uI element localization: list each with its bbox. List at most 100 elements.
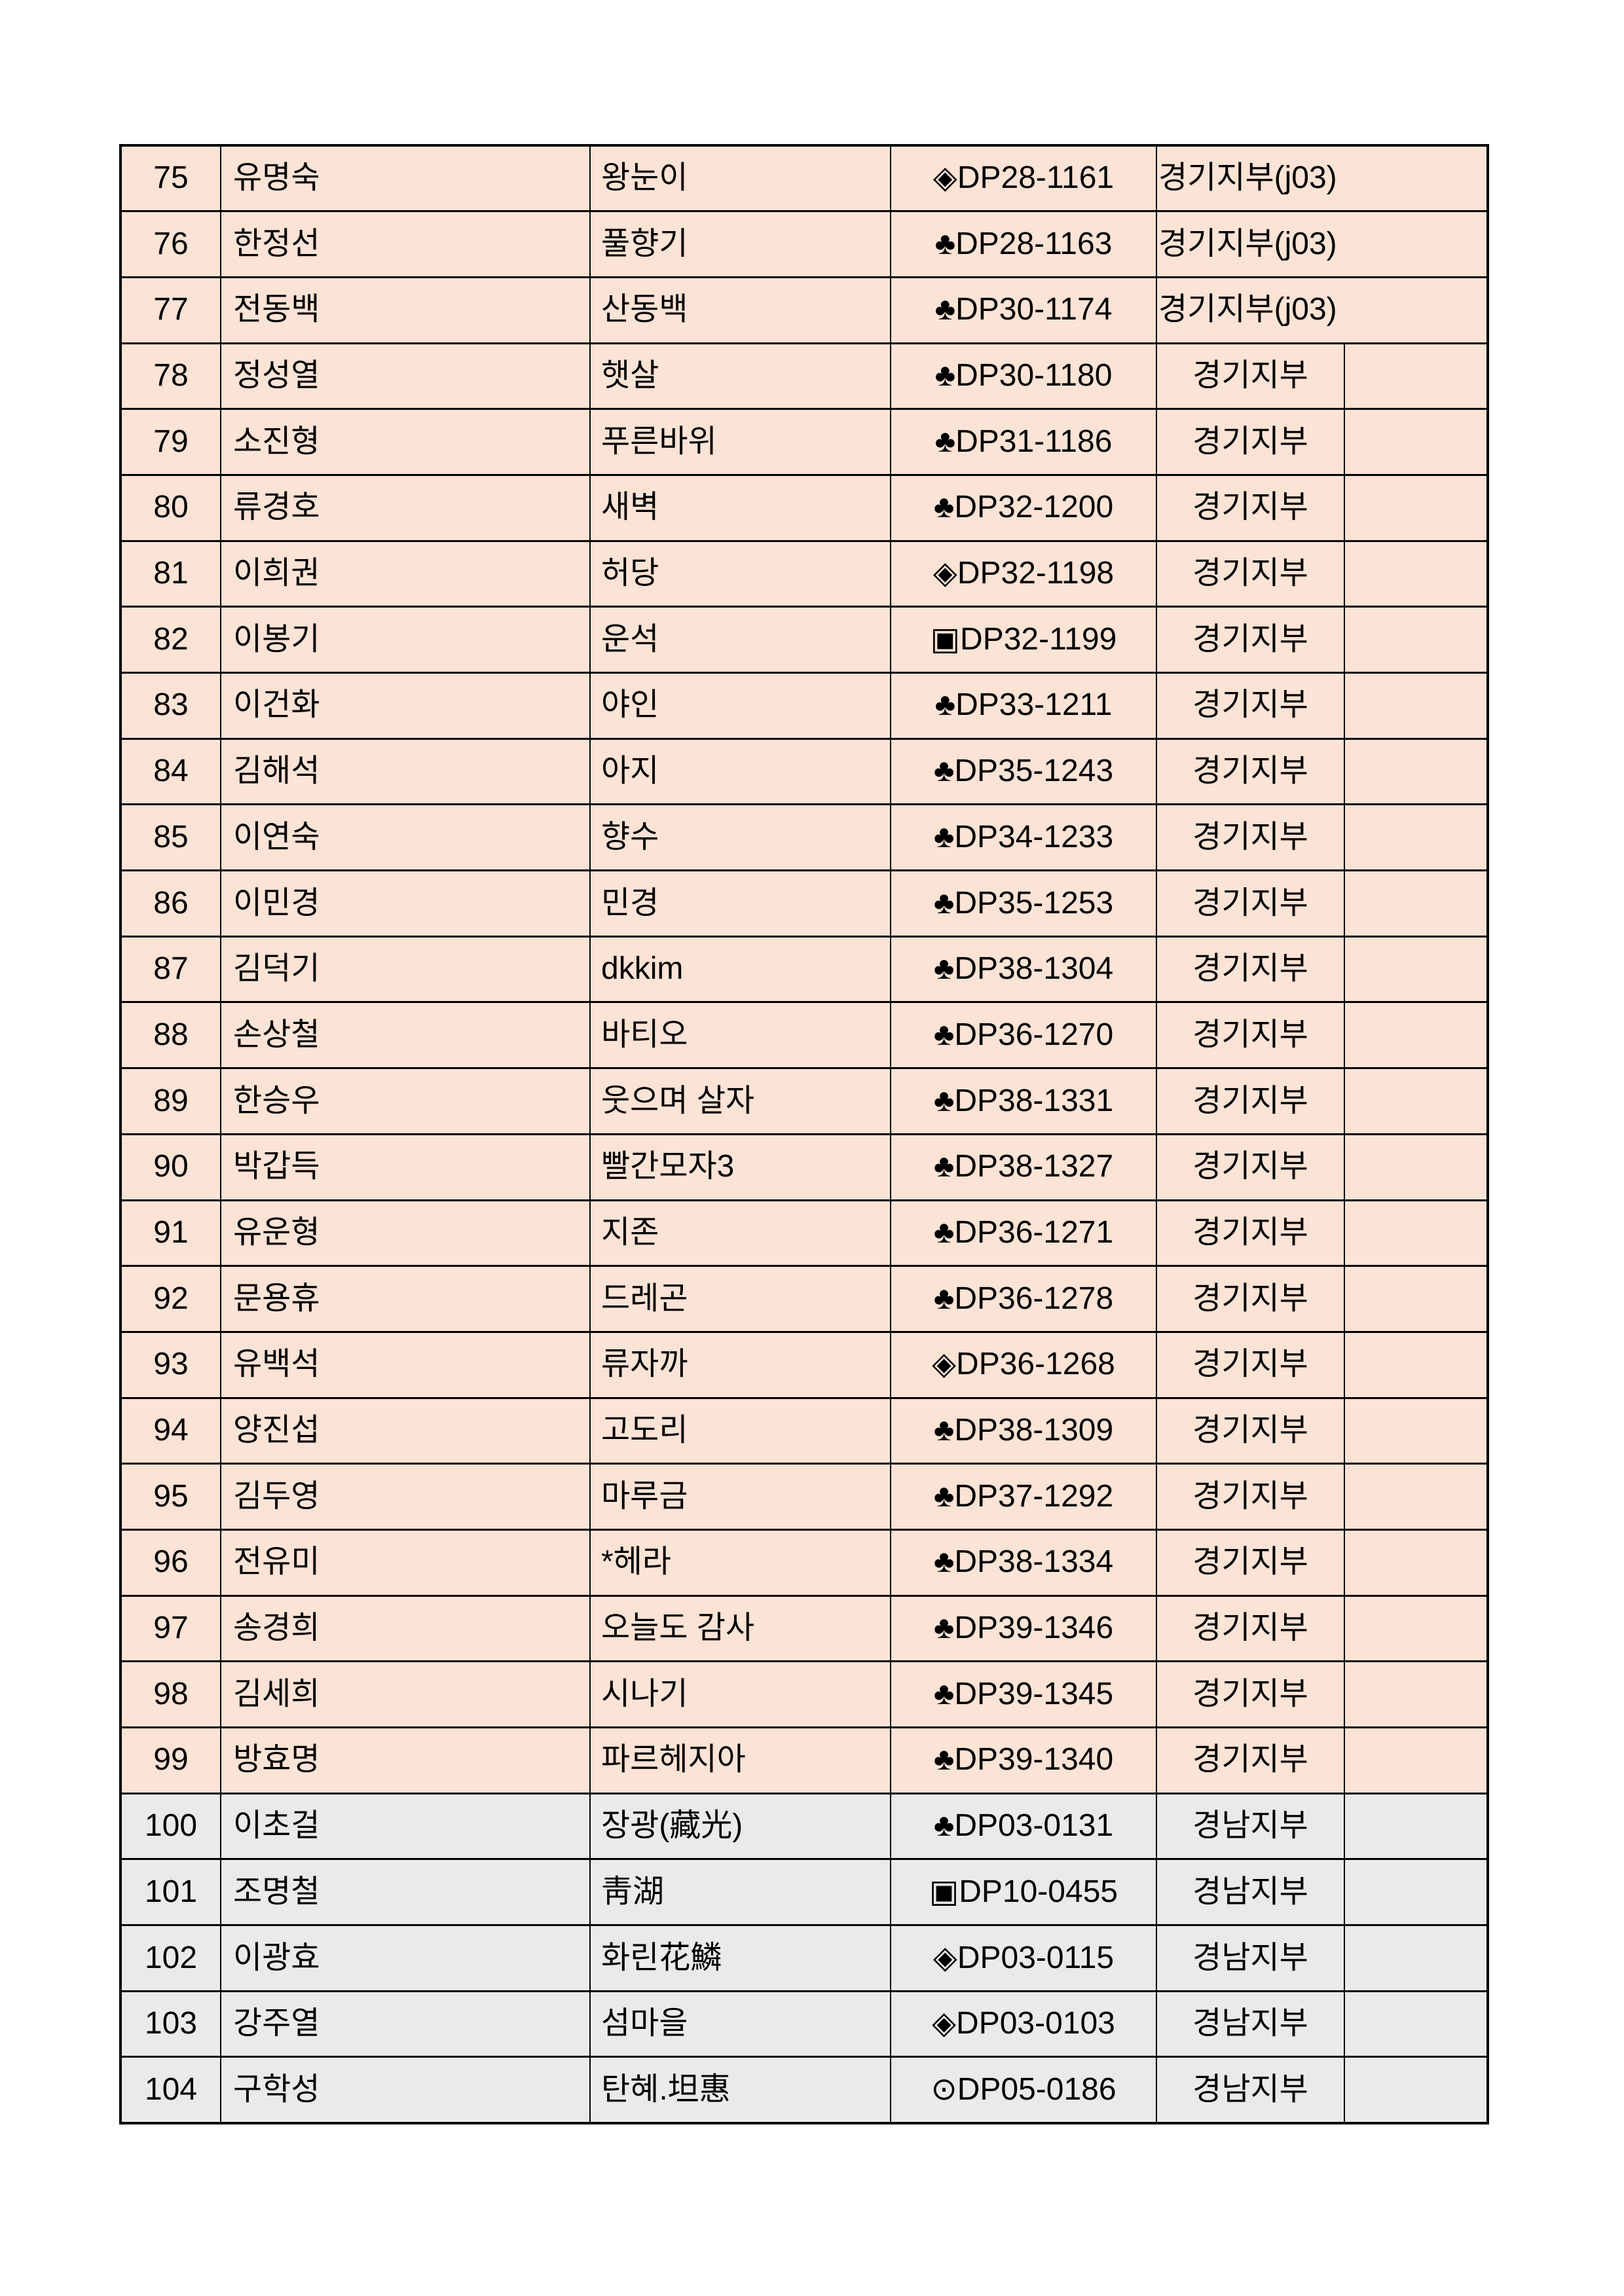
member-id-cell: ♣DP38-1334 [890, 1528, 1157, 1597]
row-number-cell: 77 [120, 276, 221, 344]
extra-cell [1344, 1726, 1488, 1795]
table-row: 101 조명철 靑湖 ▣DP10-0455 경남지부 [120, 1858, 1488, 1927]
member-id-code: DP33-1211 [955, 687, 1113, 723]
row-number-cell: 82 [120, 606, 221, 674]
row-number-cell: 92 [120, 1265, 221, 1333]
member-table-body: 75 유명숙 왕눈이 ◈DP28-1161 경기지부(j03) 76 한정선 풀향기 ♣DP28… [120, 144, 1488, 2124]
extra-cell [1344, 1660, 1488, 1728]
member-id-code: DP38-1309 [954, 1413, 1114, 1448]
extra-cell [1344, 1792, 1488, 1861]
table-row: 104 구학성 탄혜.坦惠 ⊙DP05-0186 경남지부 [120, 2056, 1488, 2124]
extra-cell [1344, 342, 1488, 410]
member-id-cell: ♣DP36-1270 [890, 1001, 1157, 1070]
suit-symbol-icon: ♣ [933, 1544, 955, 1580]
member-id-code: DP30-1180 [955, 358, 1113, 393]
member-id-cell: ♣DP39-1345 [890, 1660, 1157, 1728]
table-row: 88 손상철 바티오 ♣DP36-1270 경기지부 [120, 1001, 1488, 1070]
suit-symbol-icon: ▣ [929, 1874, 959, 1909]
nickname-cell: 파르헤지아 [589, 1726, 891, 1795]
table-row: 95 김두영 마루금 ♣DP37-1292 경기지부 [120, 1463, 1488, 1531]
table-row: 80 류경호 새벽 ♣DP32-1200 경기지부 [120, 473, 1488, 542]
name-cell: 한정선 [220, 210, 591, 278]
row-number-cell: 98 [120, 1660, 221, 1728]
nickname-cell: 바티오 [589, 1001, 891, 1070]
member-id-code: DP39-1345 [954, 1676, 1114, 1711]
extra-cell [1344, 869, 1488, 938]
member-id-code: DP32-1199 [960, 621, 1117, 657]
table-row: 97 송경희 오늘도 감사 ♣DP39-1346 경기지부 [120, 1594, 1488, 1663]
table-row: 85 이연숙 향수 ♣DP34-1233 경기지부 [120, 803, 1488, 872]
nickname-cell: 산동백 [589, 276, 891, 344]
table-row: 103 강주열 섬마을 ◈DP03-0103 경남지부 [120, 1990, 1488, 2058]
member-id-code: DP37-1292 [954, 1478, 1114, 1514]
member-id-cell: ♣DP31-1186 [890, 408, 1157, 476]
table-row: 89 한승우 웃으며 살자 ♣DP38-1331 경기지부 [120, 1067, 1488, 1135]
member-id-code: DP03-0131 [954, 1808, 1114, 1844]
nickname-cell: 탄혜.坦惠 [589, 2056, 891, 2124]
member-id-cell: ◈DP03-0103 [890, 1990, 1157, 2058]
suit-symbol-icon: ♣ [934, 358, 956, 393]
nickname-cell: 시나기 [589, 1660, 891, 1728]
row-number-cell: 90 [120, 1133, 221, 1201]
table-row: 93 유백석 류자까 ◈DP36-1268 경기지부 [120, 1330, 1488, 1399]
member-id-cell: ♣DP38-1327 [890, 1133, 1157, 1201]
nickname-cell: 풀향기 [589, 210, 891, 278]
extra-cell [1344, 1396, 1488, 1465]
table-row: 81 이희권 허당 ◈DP32-1198 경기지부 [120, 539, 1488, 608]
member-id-code: DP39-1340 [954, 1742, 1114, 1777]
extra-cell [1344, 2056, 1488, 2124]
branch-cell: 경기지부 [1156, 1330, 1345, 1399]
suit-symbol-icon: ♣ [933, 1808, 955, 1844]
suit-symbol-icon: ◈ [932, 556, 957, 591]
extra-cell [1344, 1001, 1488, 1070]
suit-symbol-icon: ♣ [933, 1413, 955, 1448]
member-id-cell: ♣DP39-1340 [890, 1726, 1157, 1795]
table-row: 100 이초걸 장광(藏光) ♣DP03-0131 경남지부 [120, 1792, 1488, 1861]
name-cell: 소진형 [220, 408, 591, 476]
member-id-cell: ♣DP28-1163 [890, 210, 1157, 278]
table-row: 79 소진형 푸른바위 ♣DP31-1186 경기지부 [120, 408, 1488, 476]
nickname-cell: 류자까 [589, 1330, 891, 1399]
suit-symbol-icon: ◈ [932, 160, 957, 196]
member-id-code: DP28-1163 [955, 226, 1113, 261]
row-number-cell: 100 [120, 1792, 221, 1861]
table-row: 102 이광효 화린花鱗 ◈DP03-0115 경남지부 [120, 1924, 1488, 1992]
branch-cell: 경기지부 [1156, 1199, 1345, 1267]
branch-cell: 경기지부 [1156, 1594, 1345, 1663]
table-row: 84 김해석 아지 ♣DP35-1243 경기지부 [120, 737, 1488, 806]
name-cell: 김세희 [220, 1660, 591, 1728]
nickname-cell: 민경 [589, 869, 891, 938]
row-number-cell: 95 [120, 1463, 221, 1531]
member-id-code: DP35-1243 [954, 754, 1114, 789]
member-id-cell: ♣DP35-1243 [890, 737, 1157, 806]
name-cell: 이민경 [220, 869, 591, 938]
suit-symbol-icon: ◈ [932, 2006, 957, 2041]
extra-cell [1344, 1067, 1488, 1135]
member-id-cell: ▣DP10-0455 [890, 1858, 1157, 1927]
member-id-code: DP36-1278 [954, 1281, 1114, 1316]
extra-cell [1344, 1265, 1488, 1333]
branch-cell: 경남지부 [1156, 1990, 1345, 2058]
branch-cell: 경기지부 [1156, 1265, 1345, 1333]
nickname-cell: 왕눈이 [589, 144, 891, 213]
suit-symbol-icon: ♣ [933, 1149, 955, 1184]
branch-cell: 경기지부 [1156, 408, 1345, 476]
name-cell: 한승우 [220, 1067, 591, 1135]
row-number-cell: 101 [120, 1858, 221, 1927]
name-cell: 양진섭 [220, 1396, 591, 1465]
nickname-cell: *헤라 [589, 1528, 891, 1597]
suit-symbol-icon: ♣ [933, 951, 955, 987]
member-id-cell: ▣DP32-1199 [890, 606, 1157, 674]
extra-cell [1344, 803, 1488, 872]
name-cell: 유운형 [220, 1199, 591, 1267]
extra-cell [1344, 1330, 1488, 1399]
member-id-cell: ♣DP37-1292 [890, 1463, 1157, 1531]
table-row: 77 전동백 산동백 ♣DP30-1174 경기지부(j03) [120, 276, 1488, 344]
row-number-cell: 81 [120, 539, 221, 608]
table-row: 75 유명숙 왕눈이 ◈DP28-1161 경기지부(j03) [120, 144, 1488, 213]
branch-cell: 경기지부 [1156, 606, 1345, 674]
name-cell: 구학성 [220, 2056, 591, 2124]
row-number-cell: 103 [120, 1990, 221, 2058]
suit-symbol-icon: ♣ [934, 226, 956, 261]
